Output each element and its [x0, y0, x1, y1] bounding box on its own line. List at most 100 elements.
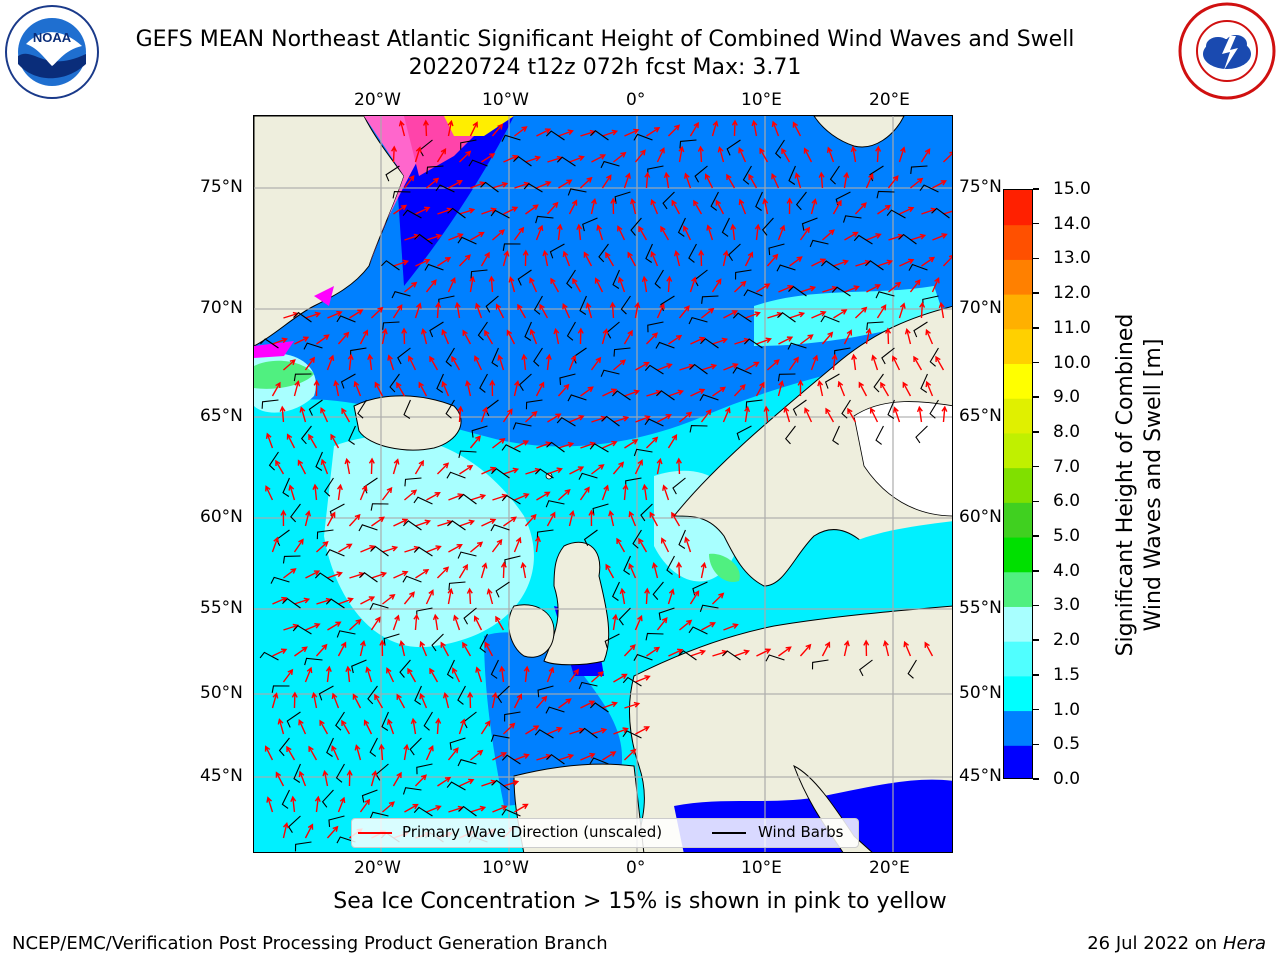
wind-barb: [907, 659, 917, 679]
wind-barb: [359, 572, 378, 583]
wind-barb: [647, 321, 664, 333]
wave-direction-arrow: [676, 561, 683, 579]
wind-barb: [721, 217, 730, 237]
footer-credit: NCEP/EMC/Verification Post Processing Pr…: [12, 933, 608, 954]
wave-direction-arrow: [624, 439, 639, 449]
wave-direction-arrow: [627, 251, 637, 267]
wave-direction-arrow: [467, 691, 474, 709]
wave-direction-arrow: [723, 363, 739, 371]
wave-direction-arrow: [602, 129, 619, 137]
map-legend: Primary Wave Direction (unscaled) Wind B…: [351, 818, 859, 848]
wave-direction-arrow: [588, 509, 595, 527]
wave-direction-arrow: [401, 327, 408, 345]
wind-barb: [501, 754, 521, 765]
wind-barb: [876, 190, 895, 199]
wind-barb: [788, 285, 807, 297]
wind-barb: [458, 493, 477, 505]
wind-barb: [403, 520, 422, 531]
wind-barb: [389, 373, 400, 393]
wind-barb: [546, 753, 565, 765]
wave-direction-arrow: [766, 253, 779, 267]
wind-barb: [886, 209, 906, 219]
wind-barb: [404, 477, 422, 487]
wind-barb: [537, 685, 554, 698]
wave-direction-arrow: [271, 692, 279, 709]
wind-barb: [409, 737, 422, 756]
wave-direction-arrow: [623, 172, 631, 189]
wave-direction-arrow: [711, 278, 722, 293]
wave-direction-arrow: [264, 745, 274, 761]
lon-label-top: 10°W: [482, 90, 529, 110]
wave-direction-arrow: [821, 331, 834, 345]
wave-direction-arrow: [392, 771, 402, 787]
wave-direction-arrow: [484, 641, 494, 657]
colorbar-tick-label: 4.0: [1053, 560, 1081, 581]
wind-barb: [582, 217, 598, 232]
lat-label-right: 65°N: [959, 406, 1002, 426]
wave-direction-arrow: [723, 623, 739, 631]
wave-direction-arrow: [447, 276, 456, 293]
wave-direction-arrow: [832, 199, 842, 215]
wind-barb: [630, 217, 642, 236]
wave-direction-arrow: [628, 510, 637, 527]
wind-barb: [556, 417, 576, 427]
wind-barb: [259, 338, 279, 349]
wave-direction-arrow: [660, 225, 670, 241]
wave-direction-arrow: [418, 381, 428, 397]
wave-direction-arrow: [684, 536, 692, 553]
wind-barb: [513, 155, 532, 167]
colorbar-tick-label: 0.0: [1053, 769, 1081, 789]
wave-direction-arrow: [556, 223, 563, 241]
wind-barb: [866, 321, 884, 331]
wave-direction-arrow: [738, 198, 747, 215]
colorbar-tick: [1033, 257, 1039, 260]
wave-direction-arrow: [789, 311, 806, 319]
nws-logo-icon: [1178, 2, 1276, 100]
colorbar-segment: [1004, 328, 1032, 365]
wave-direction-arrow: [344, 457, 351, 475]
wave-direction-arrow: [425, 279, 437, 293]
wave-direction-arrow: [475, 666, 483, 683]
wave-direction-arrow: [345, 665, 352, 683]
wave-direction-arrow: [315, 643, 328, 657]
wave-direction-arrow: [539, 303, 549, 319]
wind-barb: [612, 269, 620, 289]
wind-barb: [809, 239, 829, 248]
colorbar-title: Significant Height of Combined Wind Wave…: [1112, 285, 1168, 685]
wave-direction-arrow: [514, 126, 528, 137]
wave-direction-arrow: [298, 718, 307, 735]
wave-direction-arrow: [514, 440, 530, 449]
wave-direction-arrow: [414, 459, 424, 475]
wave-direction-arrow: [336, 483, 343, 501]
wave-direction-arrow: [419, 640, 428, 657]
wave-direction-arrow: [899, 258, 915, 267]
wind-barb: [699, 394, 719, 402]
wave-direction-arrow: [370, 306, 384, 319]
wave-direction-arrow: [393, 204, 408, 215]
wave-direction-arrow: [756, 337, 772, 345]
wave-direction-arrow: [657, 414, 672, 423]
wave-direction-arrow: [447, 119, 454, 137]
wave-direction-arrow: [403, 174, 415, 189]
wind-barb: [654, 269, 664, 289]
wind-barb: [525, 399, 543, 410]
colorbar-tick: [1033, 743, 1039, 746]
wind-barb: [853, 234, 873, 245]
wind-barb: [397, 347, 411, 365]
wave-direction-arrow: [386, 718, 395, 735]
wave-direction-arrow: [392, 614, 400, 631]
wave-direction-arrow: [811, 258, 827, 267]
wave-direction-arrow: [781, 147, 791, 163]
colorbar-segment: [1004, 537, 1032, 573]
wave-direction-arrow: [693, 199, 703, 215]
wave-direction-arrow: [745, 311, 761, 319]
wave-direction-arrow: [448, 544, 463, 553]
wave-direction-arrow: [499, 665, 506, 683]
wave-direction-arrow: [529, 277, 538, 293]
wind-barb: [471, 425, 488, 438]
wind-barb: [677, 217, 686, 237]
wind-barb: [414, 685, 422, 705]
wind-barb: [535, 215, 554, 224]
wind-barb: [270, 576, 290, 584]
wind-barb: [736, 425, 752, 441]
